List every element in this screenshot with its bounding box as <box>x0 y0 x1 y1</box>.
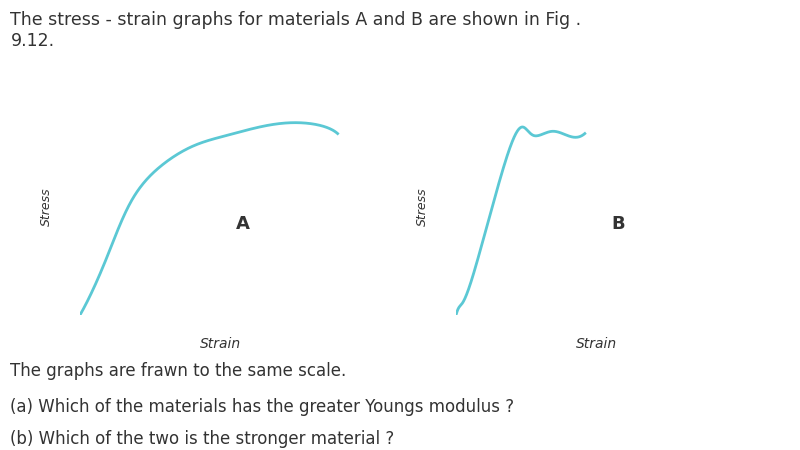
Text: The graphs are frawn to the same scale.: The graphs are frawn to the same scale. <box>10 362 346 380</box>
Text: The stress - strain graphs for materials A and B are shown in Fig .
9.12.: The stress - strain graphs for materials… <box>10 11 582 50</box>
Text: Stress: Stress <box>40 188 53 226</box>
Text: (b) Which of the two is the stronger material ?: (b) Which of the two is the stronger mat… <box>10 430 394 448</box>
Text: (a) Which of the materials has the greater Youngs modulus ?: (a) Which of the materials has the great… <box>10 398 514 416</box>
Text: Strain: Strain <box>575 337 617 351</box>
Text: Strain: Strain <box>199 337 241 351</box>
Text: A: A <box>235 215 250 233</box>
Text: B: B <box>611 215 626 233</box>
Text: Stress: Stress <box>416 188 429 226</box>
